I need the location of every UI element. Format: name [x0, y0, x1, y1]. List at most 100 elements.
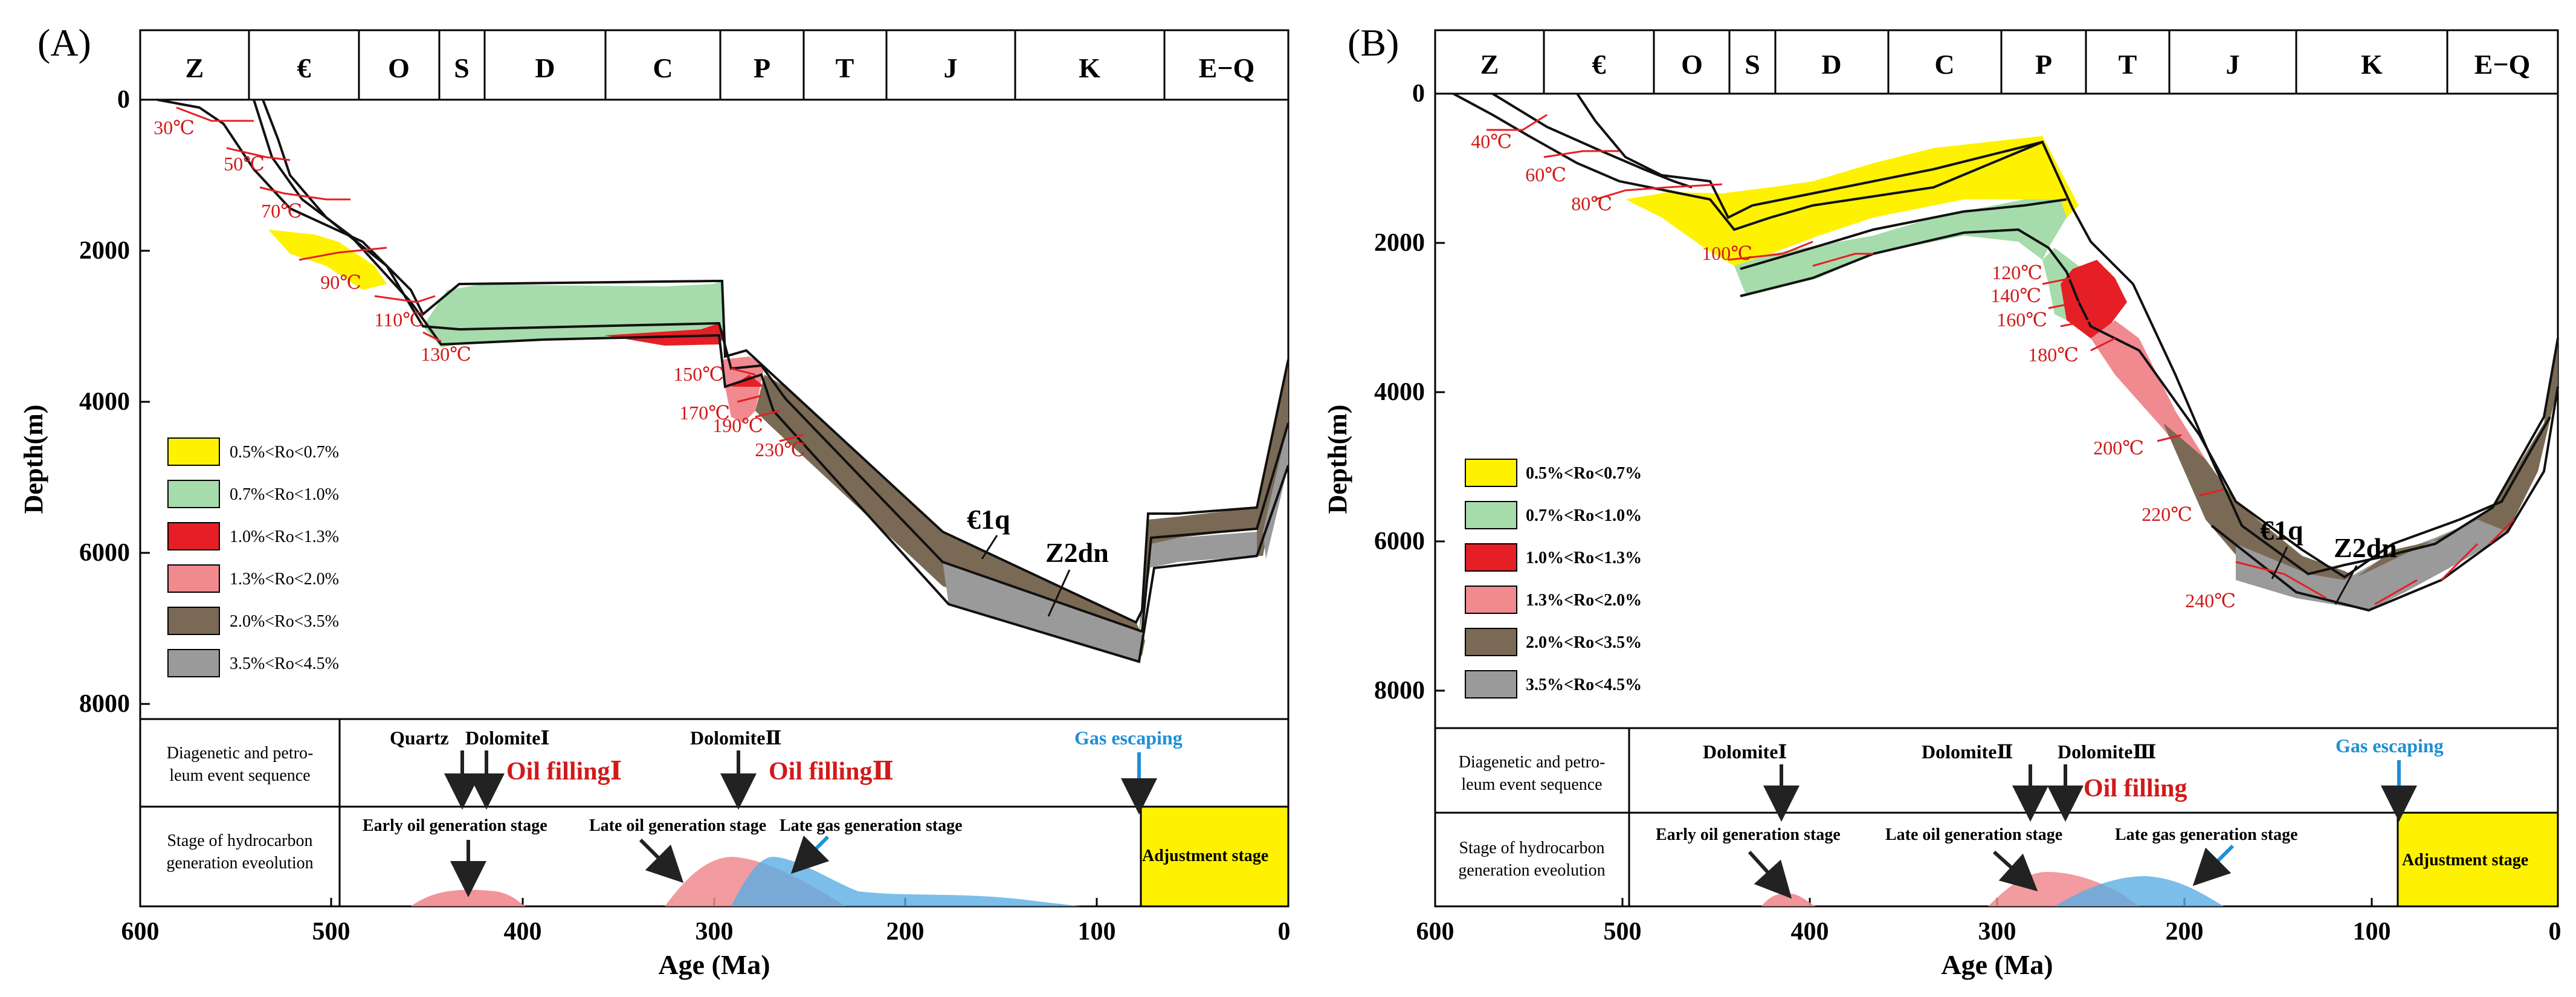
stage-late-oil: Late oil generation stage — [589, 816, 766, 835]
arrow-late-gas — [2192, 844, 2235, 886]
panel-b-generation-humps — [1761, 871, 2224, 906]
period-cambrian: € — [297, 53, 311, 83]
panel-b-legend: 0.5%<Ro<0.7% 0.7%<Ro<1.0% 1.0%<Ro<1.3% 1… — [1465, 459, 1642, 699]
event-row-label: leum event sequence — [1461, 775, 1602, 794]
temp-label: 190℃ — [712, 415, 763, 436]
legend-swatch-ro-10-13 — [1465, 543, 1517, 572]
legend-swatch-ro-35-45 — [167, 649, 220, 677]
stage-late-oil: Late oil generation stage — [1885, 825, 2062, 844]
arrow-early-oil — [1748, 850, 1792, 899]
temp-label: 50℃ — [224, 153, 265, 175]
stage-late-gas: Late gas generation stage — [2115, 825, 2298, 844]
y-tick-8000: 8000 — [79, 690, 130, 718]
legend-label: 0.7%<Ro<1.0% — [230, 485, 339, 504]
x-tick-400: 400 — [504, 918, 542, 946]
event-dolomite-1: DolomiteⅠ — [1703, 741, 1787, 763]
y-tick-8000: 8000 — [1374, 677, 1425, 705]
stage-late-gas: Late gas generation stage — [780, 816, 963, 835]
stage-early-oil: Early oil generation stage — [363, 816, 547, 835]
panel-a: (A) Z € O S D C P T J K E−Q — [19, 21, 1291, 980]
event-dolomite-2: DolomiteⅡ — [1922, 741, 2013, 763]
panel-b-burial-curves — [1453, 92, 2559, 612]
temp-label: 170℃ — [679, 402, 730, 424]
period-d: D — [1821, 49, 1841, 80]
legend-swatch-ro-13-20 — [1465, 586, 1517, 614]
legend-label: 1.3%<Ro<2.0% — [1526, 591, 1642, 610]
stage-row-label: Stage of hydrocarbon — [167, 831, 312, 850]
legend-swatch-ro-10-13 — [167, 522, 220, 550]
panel-b: (B) Z € O S D C P T J K E−Q 0 2000 — [1323, 21, 2561, 980]
legend-label: 1.0%<Ro<1.3% — [230, 528, 339, 546]
period-z: Z — [1480, 49, 1499, 80]
y-tick-2000: 2000 — [1374, 229, 1425, 257]
formation-cambrian-1q: €1q — [967, 504, 1010, 535]
temp-label: 180℃ — [2028, 344, 2079, 366]
event-row-label: Diagenetic and petro- — [1459, 753, 1606, 772]
event-oil-filling-1: Oil fillingⅠ — [506, 758, 622, 786]
panel-a-y-ticks: 0 2000 4000 6000 8000 — [79, 86, 130, 718]
x-tick-0: 0 — [2549, 918, 2561, 946]
legend-swatch-ro-07-10 — [1465, 501, 1517, 529]
panel-a-y-label: Depth(m) — [19, 405, 48, 514]
temp-label: 150℃ — [673, 363, 724, 385]
legend-label: 3.5%<Ro<4.5% — [230, 654, 339, 673]
panel-b-x-ticks: 600 500 400 300 200 100 0 — [1416, 918, 2561, 946]
stage-early-oil: Early oil generation stage — [1656, 825, 1841, 844]
temp-label: 140℃ — [1990, 285, 2041, 306]
period-z: Z — [186, 53, 204, 83]
temp-label: 30℃ — [153, 117, 195, 138]
temp-label: 60℃ — [1525, 164, 1566, 186]
event-gas-escaping: Gas escaping — [2336, 735, 2444, 757]
event-oil-filling: Oil filling — [2084, 775, 2187, 802]
temp-label: 130℃ — [421, 343, 471, 365]
panel-b-period-dividers — [1543, 30, 2448, 94]
arrow-late-oil — [639, 838, 684, 883]
panel-b-y-label: Depth(m) — [1323, 405, 1352, 514]
adjustment-stage-box — [1140, 805, 1290, 908]
period-j: J — [2226, 49, 2240, 80]
panel-b-temperature-labels: 40℃ 60℃ 80℃ 100℃ 120℃ 140℃ 160℃ 180℃ 200… — [1471, 131, 2236, 611]
panel-a-generation-humps — [411, 857, 1082, 906]
period-c: C — [653, 53, 673, 83]
y-tick-6000: 6000 — [1374, 528, 1425, 555]
x-tick-400: 400 — [1791, 918, 1829, 946]
temp-label: 160℃ — [1997, 309, 2047, 331]
panel-a-label: (A) — [37, 21, 91, 64]
x-tick-500: 500 — [1604, 918, 1642, 946]
panel-b-label: (B) — [1348, 21, 1399, 64]
stage-adjustment: Adjustment stage — [2402, 851, 2528, 870]
period-p: P — [2035, 49, 2052, 80]
stage-adjustment: Adjustment stage — [1142, 847, 1268, 865]
x-tick-300: 300 — [1978, 918, 2016, 946]
temp-label: 70℃ — [261, 200, 302, 222]
event-dolomite-1: DolomiteⅠ — [465, 727, 549, 749]
y-tick-0: 0 — [1412, 80, 1425, 108]
legend-label: 0.7%<Ro<1.0% — [1526, 506, 1642, 525]
period-k: K — [1079, 53, 1100, 83]
legend-label: 3.5%<Ro<4.5% — [1526, 676, 1642, 694]
legend-swatch-ro-07-10 — [167, 480, 220, 508]
legend-swatch-ro-05-07 — [167, 437, 220, 466]
panel-a-x-ticks: 600 500 400 300 200 100 0 — [121, 918, 1291, 946]
temp-label: 80℃ — [1571, 193, 1612, 215]
temp-label: 230℃ — [755, 439, 805, 460]
y-tick-0: 0 — [117, 86, 130, 114]
legend-label: 2.0%<Ro<3.5% — [230, 612, 339, 631]
x-tick-200: 200 — [2166, 918, 2204, 946]
y-tick-4000: 4000 — [79, 388, 130, 416]
event-row-label: leum event sequence — [169, 766, 310, 785]
legend-label: 1.3%<Ro<2.0% — [230, 570, 339, 589]
event-row-label: Diagenetic and petro- — [167, 744, 314, 763]
formation-z2dn: Z2dn — [1045, 537, 1109, 568]
x-tick-500: 500 — [312, 918, 350, 946]
temp-label: 120℃ — [1992, 262, 2042, 283]
y-tick-6000: 6000 — [79, 539, 130, 567]
panel-a-burial-curves — [157, 98, 1290, 663]
period-t: T — [2119, 49, 2137, 80]
period-s: S — [454, 53, 470, 83]
period-o: O — [1681, 49, 1703, 80]
x-tick-300: 300 — [696, 918, 734, 946]
temp-label: 220℃ — [2142, 503, 2192, 525]
formation-z2dn: Z2dn — [2334, 532, 2397, 563]
